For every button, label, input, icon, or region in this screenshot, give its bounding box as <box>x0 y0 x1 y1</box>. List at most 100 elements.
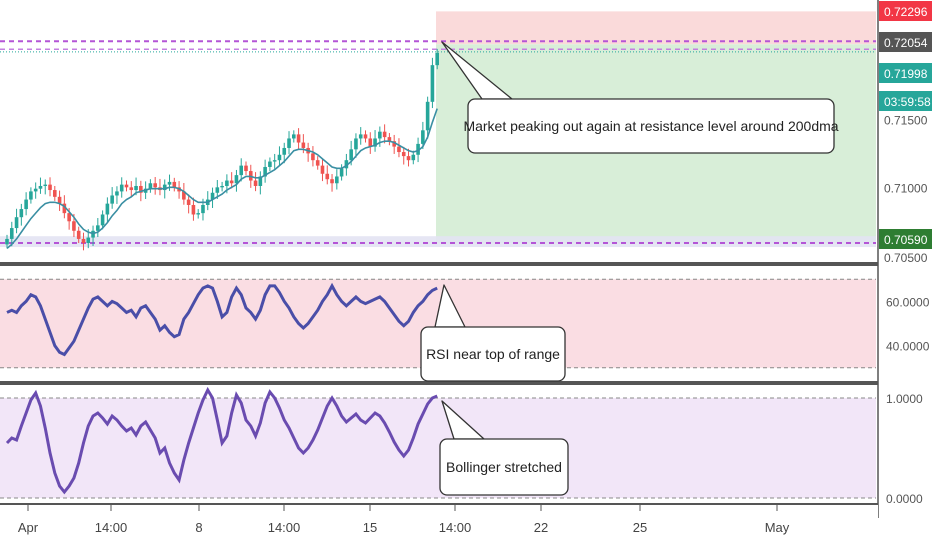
candle-body[interactable] <box>363 134 368 139</box>
candle-body[interactable] <box>387 137 392 142</box>
candle-body[interactable] <box>76 230 81 239</box>
candle-body[interactable] <box>201 204 205 214</box>
candle-body[interactable] <box>320 165 325 174</box>
candle-body[interactable] <box>19 209 24 218</box>
candle-body[interactable] <box>378 131 382 139</box>
candle-body[interactable] <box>335 176 339 184</box>
candle-body[interactable] <box>24 199 28 210</box>
candle-body[interactable] <box>392 141 396 147</box>
candle-body[interactable] <box>239 165 244 176</box>
candle-body[interactable] <box>354 138 358 150</box>
candle-body[interactable] <box>38 185 43 189</box>
candle-body[interactable] <box>81 238 86 243</box>
candle-body[interactable] <box>139 185 143 193</box>
candle-body[interactable] <box>5 238 9 245</box>
candle-body[interactable] <box>14 217 19 229</box>
candle-body[interactable] <box>182 191 186 200</box>
candle-body[interactable] <box>191 204 196 215</box>
candle-body[interactable] <box>296 134 301 143</box>
candle-body[interactable] <box>330 179 334 184</box>
candle-body[interactable] <box>435 52 439 66</box>
candle-body[interactable] <box>33 188 38 192</box>
candle-body[interactable] <box>29 191 33 200</box>
candle-body[interactable] <box>215 187 220 193</box>
candle-body[interactable] <box>57 196 62 204</box>
candle-body[interactable] <box>124 184 129 188</box>
candle-body[interactable] <box>277 154 282 161</box>
candle-body[interactable] <box>134 185 138 191</box>
candle-body[interactable] <box>115 191 119 196</box>
candle-body[interactable] <box>129 187 134 191</box>
time-axis-label: 14:00 <box>95 520 128 535</box>
candle-body[interactable] <box>373 138 377 147</box>
time-axis[interactable] <box>0 505 878 550</box>
candle-body[interactable] <box>105 203 110 215</box>
candle-body[interactable] <box>229 180 234 184</box>
pane-separator[interactable] <box>0 381 880 385</box>
candle-body[interactable] <box>397 146 401 153</box>
candle-body[interactable] <box>53 190 57 197</box>
candle-body[interactable] <box>96 225 100 231</box>
candle-body[interactable] <box>430 65 435 102</box>
candle-body[interactable] <box>272 160 277 162</box>
position-target-zone <box>436 11 876 45</box>
bollinger-line[interactable] <box>5 386 438 495</box>
candle-body[interactable] <box>225 180 229 186</box>
candle-body[interactable] <box>292 134 296 139</box>
candle-body[interactable] <box>220 185 224 188</box>
candle-body[interactable] <box>172 181 177 188</box>
price-axis[interactable] <box>878 0 932 518</box>
candle-body[interactable] <box>186 199 191 205</box>
candle-body[interactable] <box>62 203 67 214</box>
candle-body[interactable] <box>282 147 287 155</box>
candle-body[interactable] <box>382 131 387 138</box>
pane-separator[interactable] <box>0 262 880 266</box>
candle-body[interactable] <box>339 168 344 177</box>
annotation-bollinger-box[interactable] <box>439 438 569 496</box>
candle-body[interactable] <box>43 184 48 186</box>
candle-body[interactable] <box>196 213 200 215</box>
candle-body[interactable] <box>9 228 14 239</box>
rsi-line[interactable] <box>6 282 438 357</box>
candle-body[interactable] <box>425 101 430 131</box>
candle-body[interactable] <box>162 184 167 191</box>
candle-body[interactable] <box>411 154 416 161</box>
candle-body[interactable] <box>234 175 239 184</box>
candle-body[interactable] <box>301 142 306 148</box>
support-zone-shade <box>0 236 876 248</box>
candle-body[interactable] <box>311 153 315 161</box>
candle-body[interactable] <box>48 184 52 191</box>
candle-body[interactable] <box>325 173 330 180</box>
candle-body[interactable] <box>119 184 124 192</box>
candle-body[interactable] <box>421 130 425 144</box>
candle-body[interactable] <box>210 192 215 200</box>
candle-body[interactable] <box>148 183 153 189</box>
candle-body[interactable] <box>167 181 172 185</box>
candle-body[interactable] <box>263 166 267 177</box>
annotation-resistance-box[interactable] <box>467 98 835 154</box>
candle-body[interactable] <box>67 213 71 222</box>
candle-body[interactable] <box>110 195 114 204</box>
candle-body[interactable] <box>244 165 248 172</box>
candle-body[interactable] <box>349 149 353 161</box>
candle-body[interactable] <box>258 176 263 186</box>
candle-body[interactable] <box>368 138 373 147</box>
candle-body[interactable] <box>344 160 349 169</box>
candle-body[interactable] <box>253 180 258 186</box>
candle-body[interactable] <box>416 143 420 155</box>
candle-body[interactable] <box>100 214 105 226</box>
pane-separator[interactable] <box>0 503 880 505</box>
candle-body[interactable] <box>153 183 157 188</box>
candle-body[interactable] <box>401 152 406 157</box>
candle-body[interactable] <box>86 237 91 243</box>
candle-body[interactable] <box>287 138 291 148</box>
candle-body[interactable] <box>358 134 363 139</box>
candle-body[interactable] <box>72 221 76 231</box>
candle-body[interactable] <box>268 161 272 167</box>
candle-body[interactable] <box>406 156 411 161</box>
annotation-rsi-box[interactable] <box>420 326 566 382</box>
rsi-axis-label: 60.0000 <box>886 295 930 309</box>
candle-body[interactable] <box>315 160 320 166</box>
